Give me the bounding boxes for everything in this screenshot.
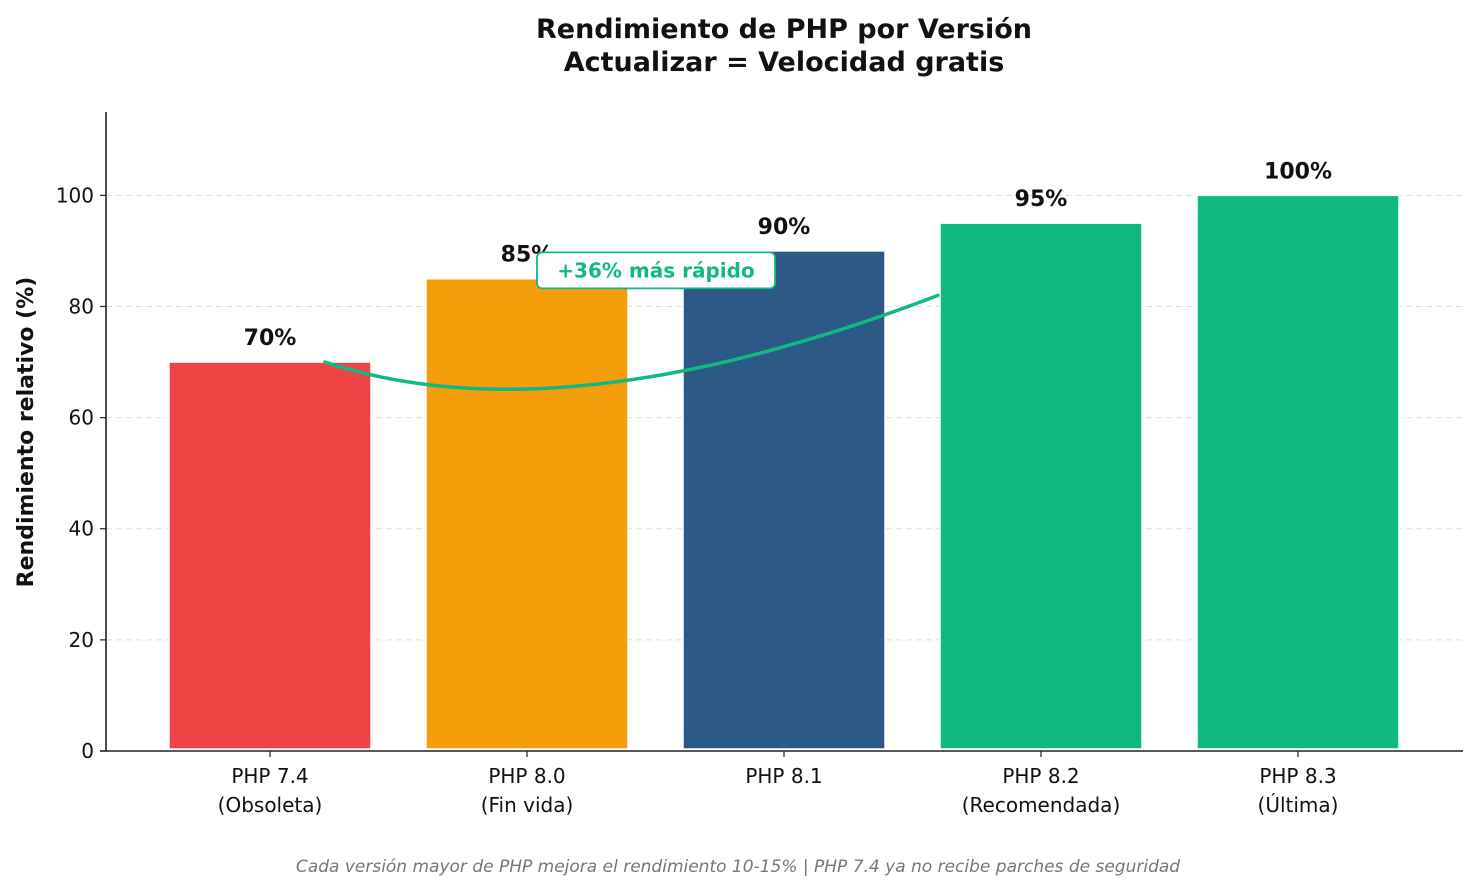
x-category-label: PHP 8.1 [745,764,822,788]
y-axis-ticks: 0 20 40 60 80 100 [56,183,106,763]
bars [168,194,1400,750]
x-category-label: PHP 7.4 [231,764,308,788]
annotation-label: +36% más rápido [557,258,754,282]
y-tick-label: 60 [69,406,94,430]
bar-value-label: 95% [1015,187,1068,212]
x-category-label: (Fin vida) [481,793,574,817]
bar [682,250,886,750]
footnote: Cada versión mayor de PHP mejora el rend… [296,857,1180,877]
y-axis-label: Rendimiento relativo (%) [14,277,39,588]
bar-value-label: 90% [758,215,811,240]
x-category-label: PHP 8.0 [488,764,565,788]
chart-title-line-2: Actualizar = Velocidad gratis [564,47,1005,78]
improvement-annotation: +36% más rápido [323,251,940,392]
x-category-label: (Recomendada) [962,793,1121,817]
bar [425,277,629,750]
y-tick-label: 80 [69,294,94,318]
annotation-curve [323,293,940,392]
y-tick-label: 100 [56,183,94,207]
y-tick-label: 20 [69,628,94,652]
x-category-label: PHP 8.2 [1002,764,1079,788]
y-tick-label: 40 [69,517,94,541]
bar-value-label: 100% [1264,159,1332,184]
chart-title-line-1: Rendimiento de PHP por Versión [536,14,1032,45]
x-axis-category-labels: PHP 7.4 (Obsoleta) PHP 8.0 (Fin vida) PHP 8.… [218,751,1339,817]
chart-title: Rendimiento de PHP por Versión Actualiza… [536,14,1032,78]
bar [939,222,1143,750]
bar [168,361,372,750]
y-tick-label: 0 [81,739,94,763]
bar [1196,194,1400,750]
x-category-label: PHP 8.3 [1259,764,1336,788]
x-category-label: (Obsoleta) [218,793,323,817]
bar-value-label: 70% [244,326,297,351]
x-category-label: (Última) [1258,793,1339,817]
axes [100,112,1463,752]
annotation-box [536,251,776,290]
